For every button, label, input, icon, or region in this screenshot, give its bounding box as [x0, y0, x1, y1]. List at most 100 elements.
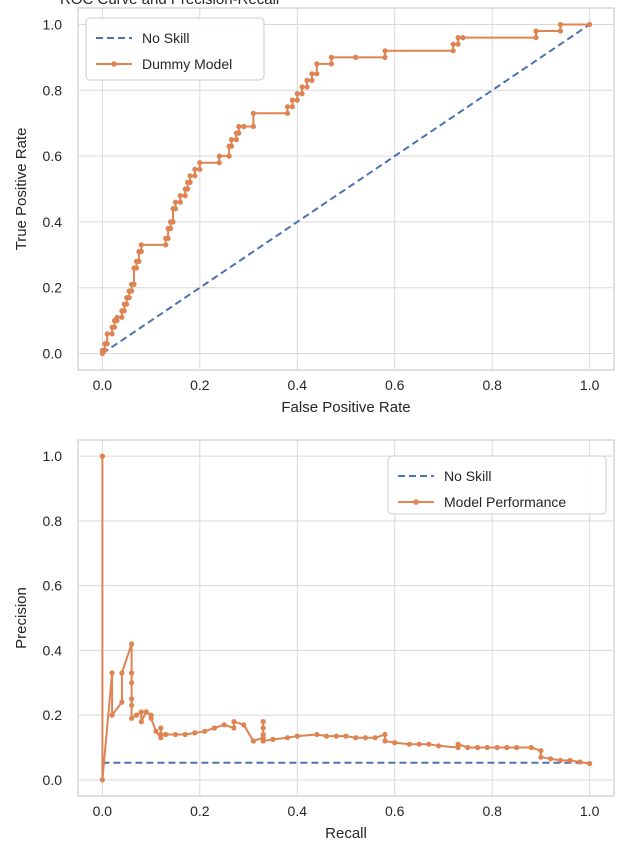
- data-point: [475, 744, 481, 751]
- data-point: [455, 41, 461, 47]
- data-point: [577, 759, 583, 765]
- data-point: [168, 225, 174, 232]
- y-tick-label: 0.8: [43, 513, 63, 529]
- data-point: [299, 91, 305, 97]
- roc-chart: 0.0 0.2 0.4 0.6 0.8 1.0 0.0 0.2 0.4 0.6 0.8 1.0 Fals…: [13, 7, 615, 416]
- data-point: [484, 744, 490, 751]
- data-point: [216, 160, 222, 166]
- data-point: [111, 324, 118, 330]
- y-tick-label: 0.4: [43, 214, 63, 230]
- y-tick-label: 0.4: [43, 642, 63, 658]
- y-tick-label: 0.0: [43, 772, 63, 788]
- data-point: [104, 331, 110, 337]
- data-point: [99, 453, 105, 459]
- data-point: [284, 735, 291, 741]
- x-tick-label: 0.6: [385, 803, 405, 819]
- y-tick-label: 0.6: [43, 578, 63, 594]
- data-point: [177, 193, 183, 199]
- data-point: [284, 104, 291, 110]
- data-point: [138, 709, 144, 715]
- legend-label: No Skill: [142, 30, 189, 46]
- data-point: [304, 84, 310, 90]
- data-point: [309, 71, 315, 77]
- data-point: [504, 744, 510, 751]
- data-point: [587, 761, 593, 767]
- data-point: [460, 35, 466, 41]
- data-point: [172, 199, 179, 205]
- data-point: [289, 104, 295, 110]
- data-point: [314, 71, 320, 77]
- data-point: [362, 735, 369, 741]
- data-point: [299, 84, 305, 90]
- data-point: [187, 173, 193, 179]
- y-tick-label: 0.2: [43, 707, 63, 723]
- data-point: [102, 347, 108, 353]
- x-tick-label: 0.2: [190, 377, 210, 393]
- data-point: [192, 166, 198, 172]
- x-tick-label: 0.8: [482, 377, 502, 393]
- data-point: [114, 314, 120, 320]
- data-point: [382, 731, 388, 738]
- data-point: [250, 738, 256, 744]
- data-point: [172, 206, 179, 212]
- data-point: [382, 54, 388, 61]
- data-point: [138, 719, 144, 725]
- data-point: [343, 733, 349, 739]
- x-axis-label: False Positive Rate: [281, 399, 410, 416]
- data-point: [382, 48, 388, 54]
- data-point: [129, 680, 135, 686]
- data-point: [353, 735, 359, 741]
- data-point: [119, 670, 125, 676]
- precision-recall-chart: 0.0 0.2 0.4 0.6 0.8 1.0 0.0 0.2 0.4 0.6 0.8 1.0 Reca…: [13, 439, 615, 842]
- data-point: [192, 730, 198, 736]
- x-tick-label: 0.4: [288, 803, 308, 819]
- data-point: [138, 248, 144, 255]
- data-point: [533, 35, 539, 41]
- y-tick-label: 0.8: [43, 82, 63, 98]
- data-point: [260, 725, 266, 731]
- data-point: [109, 331, 115, 337]
- data-point: [133, 712, 140, 718]
- data-point: [187, 179, 193, 185]
- data-point: [129, 641, 135, 647]
- x-tick-label: 0.4: [288, 377, 308, 393]
- x-tick-label: 0.2: [190, 803, 210, 819]
- y-tick-label: 0.0: [43, 346, 63, 362]
- legend-box: [387, 455, 607, 515]
- data-point: [314, 731, 320, 738]
- data-point: [126, 295, 132, 301]
- data-point: [284, 110, 291, 116]
- data-point: [309, 77, 315, 83]
- data-point: [236, 130, 242, 136]
- data-point: [211, 725, 217, 731]
- data-point: [165, 235, 171, 241]
- legend-label: No Skill: [444, 468, 491, 484]
- data-point: [109, 712, 115, 718]
- data-point: [231, 725, 237, 731]
- data-point: [182, 193, 188, 199]
- legend-marker: [111, 61, 117, 67]
- data-point: [538, 748, 544, 754]
- data-point: [416, 741, 422, 747]
- x-tick-label: 1.0: [580, 803, 600, 819]
- data-point: [426, 741, 432, 747]
- data-point: [119, 699, 125, 705]
- data-point: [136, 258, 142, 264]
- data-point: [450, 48, 456, 54]
- data-point: [455, 35, 461, 41]
- data-point: [233, 137, 239, 143]
- data-point: [172, 731, 179, 738]
- data-point: [177, 199, 183, 205]
- data-point: [328, 54, 334, 61]
- data-point: [129, 670, 135, 676]
- data-point: [455, 744, 461, 751]
- page-title-fragment: ROC Curve and Precision-Recall: [60, 0, 279, 8]
- data-point: [294, 97, 300, 103]
- data-point: [333, 733, 339, 739]
- data-point: [270, 736, 276, 743]
- data-point: [241, 722, 247, 728]
- data-point: [221, 722, 227, 728]
- data-point: [143, 709, 149, 715]
- data-point: [557, 28, 564, 34]
- data-point: [216, 153, 222, 159]
